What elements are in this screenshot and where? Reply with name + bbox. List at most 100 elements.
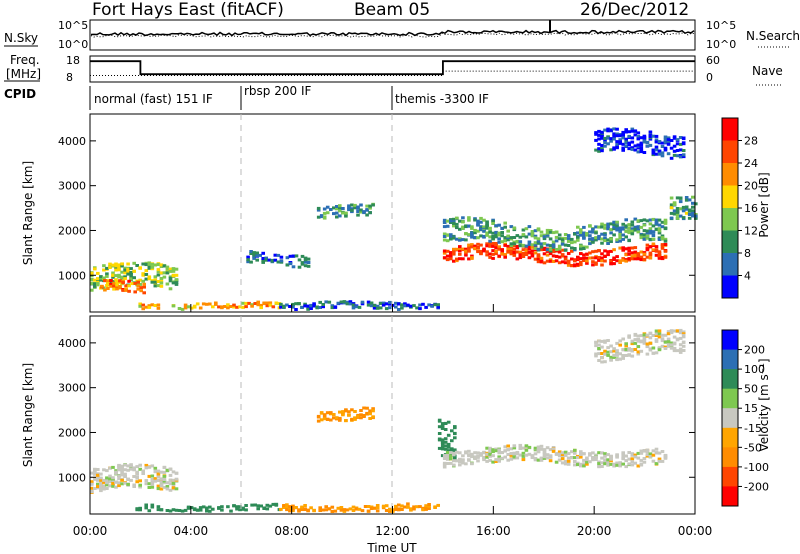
data-cell	[594, 138, 598, 142]
cpid-panel: CPID normal (fast) 151 IF rbsp 200 IF th…	[4, 84, 489, 110]
data-cell	[588, 452, 592, 456]
data-cell	[560, 453, 565, 457]
data-cell	[509, 236, 514, 240]
data-cell	[606, 142, 610, 146]
data-cell	[285, 505, 289, 509]
data-cell	[585, 458, 589, 462]
data-cell	[527, 452, 532, 456]
data-cell	[415, 505, 419, 509]
data-cell	[597, 236, 601, 240]
data-cell	[249, 260, 253, 264]
data-cell	[694, 214, 698, 218]
data-cell	[563, 233, 568, 236]
data-cell	[618, 140, 622, 144]
data-cell	[633, 461, 638, 465]
data-cell	[621, 453, 625, 457]
data-cell	[521, 446, 526, 450]
data-cell	[123, 275, 127, 279]
data-cell	[533, 229, 538, 233]
data-cell	[539, 447, 544, 451]
data-cell	[403, 304, 407, 308]
data-cell	[666, 152, 671, 156]
time-xlabel: Time UT	[366, 541, 417, 554]
data-cell	[669, 329, 674, 333]
data-cell	[433, 506, 437, 509]
data-cell	[442, 454, 447, 457]
data-cell	[205, 506, 209, 510]
data-cell	[120, 275, 124, 279]
data-cell	[338, 209, 342, 213]
cpid-segment-themis: themis -3300 IF	[395, 92, 489, 106]
data-cell	[651, 453, 656, 457]
data-cell	[503, 236, 507, 240]
data-cell	[579, 228, 583, 232]
data-cell	[560, 461, 565, 465]
data-cell	[117, 275, 121, 279]
data-cell	[672, 335, 677, 339]
colorbar-swatch	[722, 230, 738, 254]
data-cell	[594, 231, 598, 235]
data-cell	[144, 269, 149, 273]
data-cell	[573, 456, 577, 460]
data-cell	[645, 219, 650, 223]
data-cell	[476, 236, 480, 240]
data-cell	[597, 465, 601, 469]
data-cell	[621, 258, 625, 262]
data-cell	[442, 218, 447, 222]
data-cell	[654, 218, 659, 222]
data-cell	[449, 461, 453, 465]
data-cell	[603, 255, 607, 258]
data-cell	[618, 228, 622, 232]
data-cell	[497, 240, 501, 244]
data-cell	[627, 141, 631, 145]
data-cell	[366, 509, 371, 513]
data-cell	[512, 240, 517, 244]
data-cell	[603, 452, 607, 456]
data-cell	[467, 233, 471, 237]
data-cell	[491, 241, 495, 245]
data-cell	[627, 335, 631, 338]
colorbar-tick-label: 28	[744, 135, 758, 148]
data-cell	[332, 212, 336, 216]
x-tick-label: 00:00	[678, 524, 713, 538]
data-cell	[105, 487, 109, 490]
data-cell	[645, 236, 650, 240]
data-cell	[663, 347, 668, 350]
power-heatmap-cells	[90, 127, 698, 311]
data-cell	[300, 261, 305, 265]
data-cell	[600, 130, 604, 134]
data-cell	[440, 426, 445, 430]
data-cell	[594, 131, 598, 135]
data-cell	[642, 234, 647, 238]
data-cell	[220, 305, 224, 309]
data-cell	[306, 257, 311, 261]
data-cell	[597, 142, 601, 146]
data-cell	[108, 484, 112, 488]
data-cell	[591, 237, 595, 241]
data-cell	[437, 425, 442, 429]
data-cell	[645, 255, 650, 259]
data-cell	[579, 462, 583, 466]
data-cell	[530, 454, 535, 458]
data-cell	[90, 486, 94, 490]
data-cell	[609, 139, 613, 143]
data-cell	[174, 282, 179, 286]
data-cell	[294, 308, 298, 311]
data-cell	[660, 337, 665, 341]
data-cell	[129, 467, 133, 471]
data-cell	[412, 507, 416, 511]
data-cell	[121, 281, 125, 285]
data-cell	[491, 222, 495, 225]
data-cell	[563, 462, 568, 466]
data-cell	[347, 204, 351, 208]
data-cell	[557, 237, 562, 241]
data-cell	[621, 142, 625, 146]
data-cell	[494, 449, 498, 453]
data-cell	[105, 469, 109, 473]
data-cell	[660, 333, 665, 337]
data-cell	[594, 148, 598, 152]
data-cell	[318, 506, 322, 510]
data-cell	[291, 265, 296, 269]
data-cell	[150, 280, 155, 284]
data-cell	[642, 252, 647, 256]
